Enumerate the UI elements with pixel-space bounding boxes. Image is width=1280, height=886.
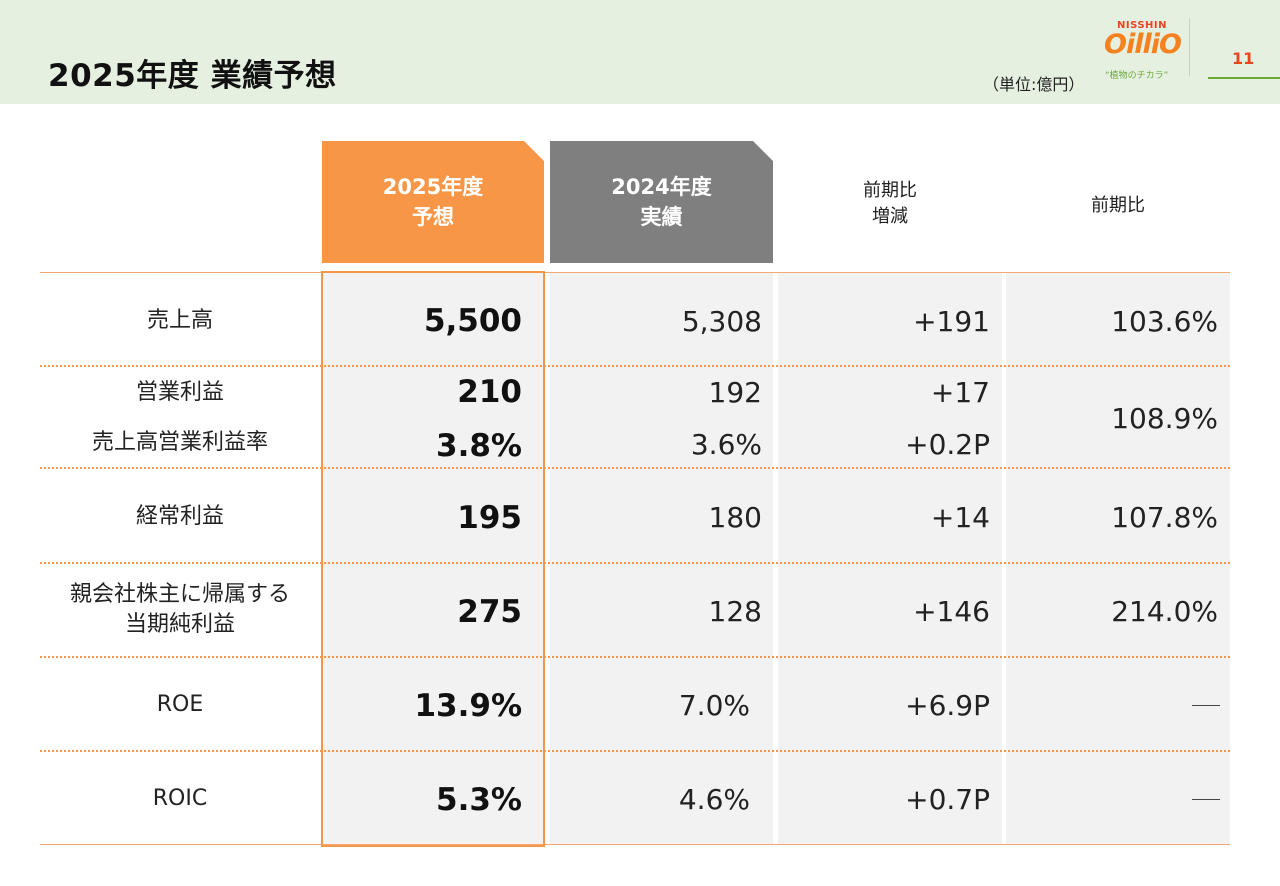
roic-actual: 4.6% xyxy=(678,783,750,816)
column-header-forecast-line1: 2025年度 xyxy=(382,175,484,199)
row-divider xyxy=(40,656,1230,658)
company-logo: NISSHIN OilliO “植物のチカラ” xyxy=(1100,18,1182,84)
row-label-operating-margin: 売上高営業利益率 xyxy=(91,430,268,455)
roe-ratio-dash xyxy=(1192,705,1220,706)
unit-note: （単位:億円） xyxy=(983,75,1085,94)
table-bottom-rule xyxy=(40,844,1230,845)
row-label-net-income-line1: 親会社株主に帰属する xyxy=(69,582,290,607)
operating-income-ratio: 108.9% xyxy=(1111,402,1218,435)
column-header-ratio-line1: 前期比 xyxy=(1091,195,1145,216)
header-band: 2025年度 業績予想 （単位:億円） NISSHIN OilliO “植物のチ… xyxy=(0,0,1280,104)
operating-income-forecast: 210 xyxy=(457,374,522,410)
page-number-underline xyxy=(1208,77,1280,79)
net-income-change: +146 xyxy=(913,595,990,628)
row-divider xyxy=(40,365,1230,367)
column-header-actual-line1: 2024年度 xyxy=(611,175,712,199)
ratio-column-bg xyxy=(1006,272,1230,844)
column-header-forecast: 2025年度 予想 xyxy=(322,141,544,263)
column-header-change-line1: 前期比 xyxy=(863,180,917,201)
forecast-column-bg xyxy=(322,272,544,844)
column-header-forecast-line2: 予想 xyxy=(412,205,454,229)
column-header-actual-line2: 実績 xyxy=(640,205,683,229)
roic-ratio-dash xyxy=(1192,799,1220,800)
ordinary-profit-actual: 180 xyxy=(708,501,762,534)
table-top-rule xyxy=(40,272,1230,273)
sales-change: +191 xyxy=(913,305,990,338)
actual-column-bg xyxy=(550,272,773,844)
row-divider xyxy=(40,750,1230,752)
logo-tagline: “植物のチカラ” xyxy=(1105,71,1169,81)
net-income-actual: 128 xyxy=(708,595,762,628)
ordinary-profit-ratio: 107.8% xyxy=(1111,501,1218,534)
ordinary-profit-forecast: 195 xyxy=(457,500,522,536)
row-label-roe: ROE xyxy=(156,692,204,717)
roic-forecast: 5.3% xyxy=(436,782,522,818)
sales-actual: 5,308 xyxy=(681,305,762,338)
net-income-forecast: 275 xyxy=(457,594,522,630)
sales-forecast: 5,500 xyxy=(423,303,522,339)
operating-margin-actual: 3.6% xyxy=(690,428,762,461)
column-header-actual: 2024年度 実績 xyxy=(550,141,773,263)
page-number: 11 xyxy=(1232,49,1255,68)
row-divider xyxy=(40,562,1230,564)
row-label-sales: 売上高 xyxy=(146,308,213,333)
change-column-bg xyxy=(778,272,1002,844)
column-header-ratio: 前期比 xyxy=(1006,193,1230,219)
row-label-net-income-line2: 当期純利益 xyxy=(124,612,235,637)
operating-income-change: +17 xyxy=(930,376,990,409)
row-divider xyxy=(40,467,1230,469)
sales-ratio: 103.6% xyxy=(1111,305,1218,338)
row-label-ordinary-profit: 経常利益 xyxy=(135,504,224,529)
logo-brand-top: NISSHIN xyxy=(1117,20,1168,31)
operating-margin-forecast: 3.8% xyxy=(436,428,522,464)
row-label-operating-income: 営業利益 xyxy=(135,380,224,405)
column-header-change: 前期比 増減 xyxy=(778,178,1002,230)
roe-change: +6.9P xyxy=(905,689,990,722)
ordinary-profit-change: +14 xyxy=(930,501,990,534)
page-title: 2025年度 業績予想 xyxy=(48,58,337,94)
operating-income-actual: 192 xyxy=(708,376,762,409)
column-header-change-line2: 増減 xyxy=(872,206,908,227)
logo-brand-main: OilliO xyxy=(1104,29,1182,60)
operating-margin-change: +0.2P xyxy=(905,428,990,461)
net-income-ratio: 214.0% xyxy=(1111,595,1218,628)
roic-change: +0.7P xyxy=(905,783,990,816)
header-divider xyxy=(1189,18,1190,76)
roe-forecast: 13.9% xyxy=(414,688,522,724)
roe-actual: 7.0% xyxy=(678,689,750,722)
row-label-roic: ROIC xyxy=(152,786,208,811)
